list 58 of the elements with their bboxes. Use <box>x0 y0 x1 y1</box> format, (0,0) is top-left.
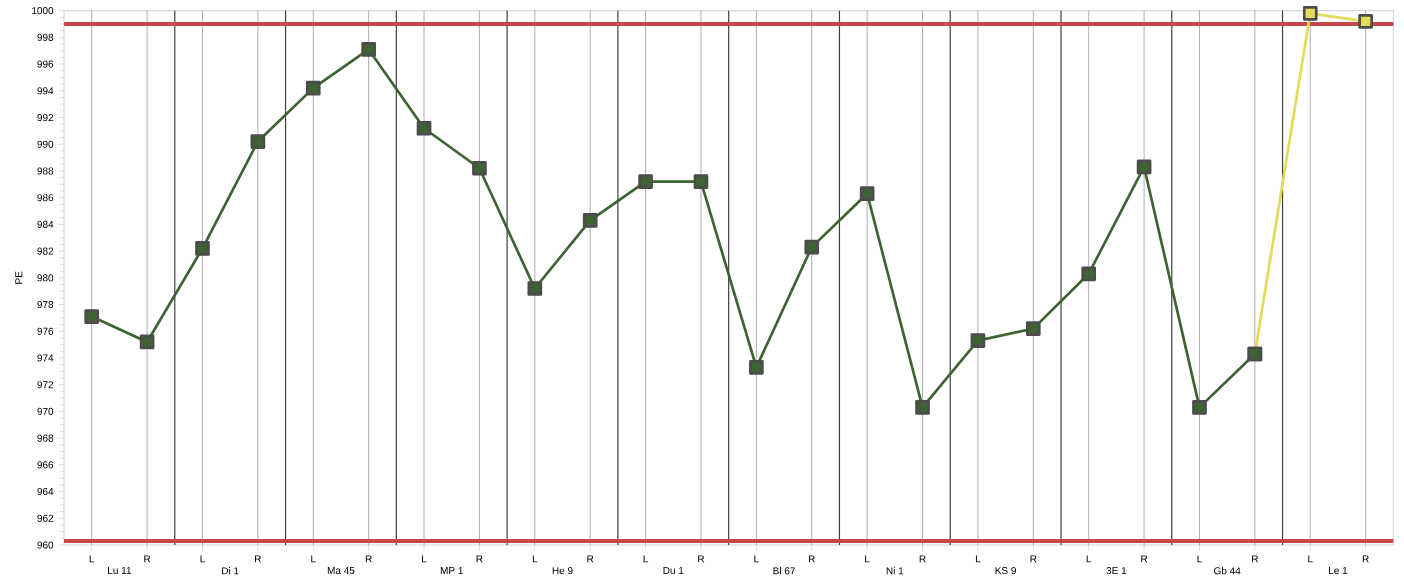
y-axis-title: PE <box>15 271 23 284</box>
x-tick-label: L <box>422 555 427 563</box>
x-tick-label: L <box>865 555 870 563</box>
x-tick-label: R <box>1362 555 1369 563</box>
y-tick-label: 990 <box>37 140 54 148</box>
y-tick-label: 974 <box>37 354 54 362</box>
y-tick-label: 986 <box>37 194 54 202</box>
x-tick-label: R <box>1030 555 1037 563</box>
x-tick-label: L <box>643 555 649 563</box>
y-tick-label: 962 <box>37 514 54 522</box>
y-tick-label: 992 <box>37 113 54 122</box>
text: Di 1 <box>222 567 239 575</box>
y-tick-label: 966 <box>37 461 54 469</box>
x-tick-label: R <box>1252 555 1258 563</box>
x-tick-label: R <box>476 555 483 563</box>
x-tick-label: L <box>754 555 759 563</box>
text: KS 9 <box>995 567 1016 575</box>
y-tick-label: 980 <box>37 274 54 282</box>
text: Bl 67 <box>773 567 795 575</box>
x-tick-label: L <box>1086 555 1092 563</box>
x-tick-label: R <box>808 555 815 563</box>
x-tick-label: R <box>365 555 372 563</box>
y-tick-label: 976 <box>37 327 54 335</box>
y-tick-label: 1000 <box>32 7 54 15</box>
x-tick-label: L <box>1308 555 1313 563</box>
text: 3E 1 <box>1106 567 1127 575</box>
x-tick-label: R <box>1141 555 1148 563</box>
x-tick-label: R <box>144 555 151 563</box>
text: MP 1 <box>440 567 463 574</box>
x-tick-label: L <box>200 555 205 563</box>
text: Lu 11 <box>108 567 132 575</box>
x-tick-label: R <box>587 555 594 563</box>
y-tick-label: 988 <box>37 167 54 175</box>
y-tick-label: 972 <box>37 381 54 389</box>
text: Ma 45 <box>327 567 355 575</box>
y-tick-label: 996 <box>37 60 54 68</box>
x-tick-label: L <box>311 555 316 563</box>
x-tick-label: R <box>698 555 705 563</box>
text: Du 1 <box>663 567 684 575</box>
y-tick-label: 978 <box>37 301 54 309</box>
text: Gb 44 <box>1214 567 1241 575</box>
text: He 9 <box>552 567 573 575</box>
x-tick-label: L <box>532 555 538 563</box>
y-tick-label: 960 <box>37 541 54 549</box>
x-tick-label: L <box>1197 555 1202 563</box>
y-tick-label: 998 <box>37 33 54 41</box>
y-tick-label: 964 <box>37 488 54 496</box>
y-tick-label: 968 <box>37 434 54 442</box>
y-tick-label: 970 <box>37 407 54 415</box>
y-tick-label: 994 <box>37 87 54 95</box>
x-tick-label: R <box>255 555 262 563</box>
text: Le 1 <box>1329 567 1348 575</box>
x-tick-label: L <box>975 555 981 563</box>
x-tick-label: L <box>89 555 95 563</box>
y-tick-label: 984 <box>37 220 54 228</box>
text: Ni 1 <box>886 567 904 575</box>
x-tick-label: R <box>919 555 926 563</box>
y-tick-label: 982 <box>37 247 54 255</box>
